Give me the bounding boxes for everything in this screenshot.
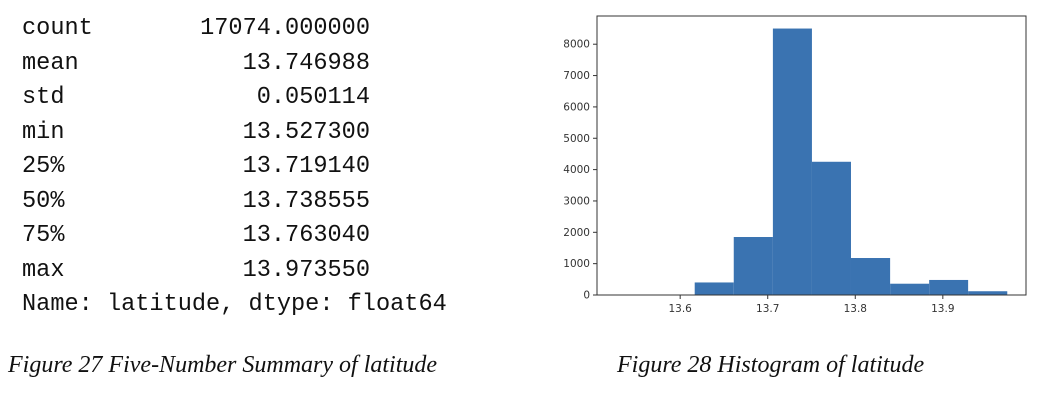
summary-label: 25% <box>22 153 65 180</box>
summary-row-max: max 13.973550 <box>22 254 532 289</box>
summary-label: std <box>22 84 65 111</box>
x-tick-label: 13.6 <box>668 303 692 315</box>
summary-value: 17074.000000 <box>200 15 370 42</box>
histogram-bar <box>694 282 734 295</box>
summary-row-min: min 13.527300 <box>22 116 532 151</box>
y-tick-label: 2000 <box>563 227 590 239</box>
y-tick-label: 7000 <box>563 70 590 82</box>
y-tick-label: 8000 <box>563 39 590 51</box>
summary-value: 13.738555 <box>242 187 370 215</box>
summary-row-25: 25% 13.719140 <box>22 150 532 185</box>
summary-value: 13.763040 <box>242 222 370 249</box>
plot-frame <box>596 15 1027 296</box>
y-tick-label: 3000 <box>563 195 590 207</box>
x-tick-label: 13.8 <box>844 303 867 315</box>
figure-27-caption: Figure 27 Five-Number Summary of latitud… <box>8 352 438 378</box>
y-tick-label: 1000 <box>563 258 590 270</box>
histogram-bar <box>929 279 969 295</box>
y-tick-label: 0 <box>583 290 590 302</box>
summary-row-std: std 0.050114 <box>22 81 532 116</box>
histogram-bar <box>968 291 1008 295</box>
summary-label: count <box>22 15 93 42</box>
summary-label: min <box>22 118 65 146</box>
summary-value: 13.527300 <box>242 118 370 146</box>
y-tick-label: 4000 <box>563 164 590 176</box>
summary-row-50: 50% 13.738555 <box>22 185 532 220</box>
histogram-bar <box>772 28 812 295</box>
five-number-summary: count 17074.000000 mean 13.746988 std 0.050… <box>22 12 532 323</box>
figure-28-caption: Figure 28 Histogram of latitude <box>617 352 925 378</box>
x-tick-label: 13.7 <box>756 303 779 315</box>
summary-value: 13.746988 <box>242 49 370 77</box>
summary-value: 0.050114 <box>256 84 370 111</box>
summary-row-75: 75% 13.763040 <box>22 219 532 254</box>
histogram-bar <box>890 283 930 295</box>
summary-label: mean <box>22 49 79 77</box>
y-tick-label: 6000 <box>563 101 590 113</box>
summary-label: max <box>22 256 65 284</box>
summary-label: 50% <box>22 187 65 215</box>
summary-value: 13.719140 <box>242 153 370 180</box>
summary-label: 75% <box>22 222 65 249</box>
summary-value: 13.973550 <box>242 256 370 284</box>
histogram-bar <box>811 161 851 295</box>
summary-row-mean: mean 13.746988 <box>22 47 532 82</box>
x-tick-label: 13.9 <box>931 303 954 315</box>
latitude-histogram: 0 1000 2000 3000 4000 5000 6000 7000 8000 13.6 13.… <box>563 15 1027 315</box>
summary-footer: Name: latitude, dtype: float64 <box>22 291 447 318</box>
summary-row-count: count 17074.000000 <box>22 12 532 47</box>
histogram-bar <box>733 237 773 295</box>
y-tick-label: 5000 <box>563 133 590 145</box>
histogram-bar <box>850 258 891 295</box>
